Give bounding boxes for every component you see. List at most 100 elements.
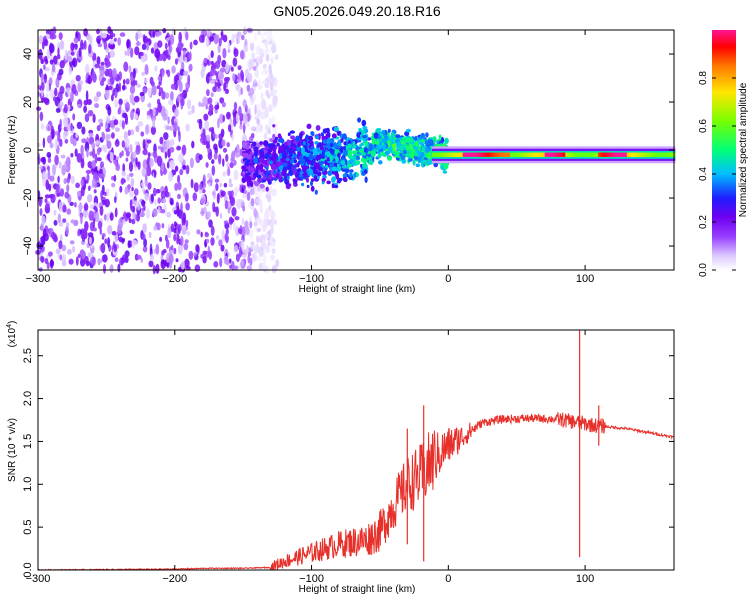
snr-axes: −300 −200 −100 0 100 0.0 0.5 1.0 1.5 2.0 2.5	[22, 330, 674, 585]
spectrogram-cell	[520, 152, 524, 157]
spectrogram-cell	[242, 171, 246, 175]
spectrogram-cell	[152, 208, 158, 217]
spectrogram-cell	[99, 65, 105, 77]
spectrogram-cell	[157, 102, 162, 113]
spectrogram-cell	[185, 123, 190, 132]
spectrogram-cell	[59, 201, 62, 213]
spectrogram-cell	[606, 152, 610, 157]
spectrogram-cell	[107, 105, 112, 116]
spectrogram-cell	[254, 69, 259, 78]
spectrogram-cell	[336, 163, 340, 169]
spectrogram-cell	[95, 211, 100, 223]
spectrogram-cell	[104, 58, 110, 68]
spectrogram-cell	[159, 236, 163, 242]
spectrogram-cell	[249, 42, 255, 52]
spectrogram-cell	[343, 149, 349, 156]
spectrogram-cell	[259, 183, 265, 189]
y-tick-label: 2.5	[22, 348, 34, 363]
spectrogram-cell	[177, 181, 182, 191]
spectrogram-cell	[284, 141, 288, 146]
spectrogram-cell	[635, 152, 639, 157]
spectrogram-cell	[206, 59, 210, 65]
snr-panel: Height of straight line (km) SNR (10 * v…	[6, 321, 675, 595]
spectrogram-cell	[102, 254, 108, 263]
spectrogram-cell	[122, 237, 125, 243]
spectrogram-cell	[231, 33, 235, 44]
spectrogram-cell	[64, 49, 68, 61]
spectrogram-cell	[206, 89, 210, 97]
spectrogram-cell	[185, 220, 189, 225]
spectrogram-cell	[270, 164, 276, 171]
spectrogram-cell	[87, 161, 93, 169]
spectrogram-cell	[198, 34, 205, 43]
spectrogram-cell	[56, 53, 61, 60]
spectrogram-cell	[256, 227, 262, 233]
spectrogram-cell	[203, 62, 207, 67]
spectrogram-cell	[66, 176, 70, 184]
x-tick-label: −100	[299, 573, 324, 585]
spectrogram-cell	[187, 74, 191, 86]
spectrogram-cell	[271, 188, 277, 197]
spectrogram-cell	[358, 127, 363, 132]
spectrogram-cell	[92, 147, 96, 159]
spectrogram-cell	[217, 54, 222, 64]
spectrogram-cell	[165, 139, 170, 150]
spectrogram-cell	[124, 137, 130, 148]
spectrogram-cell	[493, 152, 497, 157]
spectrogram-cell	[204, 120, 210, 131]
spectrogram-cell	[511, 152, 516, 157]
spectrogram-cell	[273, 169, 277, 175]
y-tick-label: 1.0	[22, 477, 34, 492]
spectrogram-cell	[503, 152, 508, 157]
spectrogram-cell	[240, 69, 244, 81]
spectrogram-cell	[173, 233, 177, 242]
spectrogram-cell	[161, 91, 166, 100]
spectrogram-cell	[229, 264, 233, 269]
spectrogram-cell	[96, 125, 101, 132]
spectrogram-cell	[207, 55, 211, 61]
spectrogram-cell	[150, 193, 154, 203]
spectrogram-cell	[178, 223, 182, 232]
spectrogram-cell	[355, 172, 359, 177]
spectrogram-cell	[55, 183, 60, 192]
spectrogram-cell	[409, 145, 414, 151]
spectrogram-cell	[260, 92, 264, 101]
spectrogram-cell	[82, 228, 86, 239]
spectrogram-cell	[224, 200, 229, 210]
spectrogram-cell	[392, 148, 397, 152]
spectrogram-cell	[109, 151, 114, 162]
spectrogram-cell	[141, 199, 146, 207]
spectrogram-cell	[103, 147, 108, 153]
spectrogram-cell	[501, 152, 506, 157]
spectrogram-cell	[285, 144, 289, 151]
spectrogram-cell	[205, 231, 208, 236]
spectrogram-cell	[49, 260, 55, 267]
spectrogram-cell	[221, 34, 225, 39]
spectrogram-cell	[442, 170, 448, 174]
spectrogram-cell	[210, 50, 214, 58]
spectrogram-cell	[213, 261, 219, 268]
spectrogram-cell	[263, 140, 269, 147]
spectrogram-cell	[223, 82, 227, 92]
spectrogram-cell	[418, 145, 421, 152]
spectrogram-cell	[553, 152, 557, 157]
spectrogram-cell	[136, 254, 142, 260]
spectrogram-cell	[509, 152, 514, 157]
spectrogram-cell	[150, 81, 155, 87]
spectrogram-cell	[472, 152, 477, 157]
spectrogram-cell	[183, 70, 189, 77]
spectrogram-cell	[131, 186, 134, 192]
spectrogram-cell	[401, 143, 407, 148]
spectrogram-cell	[224, 76, 229, 84]
spectrogram-cell	[43, 74, 47, 80]
spectrogram-cell	[210, 225, 215, 236]
spectrogram-cell	[364, 176, 368, 183]
spectrogram-cell	[118, 217, 124, 229]
spectrogram-cell	[414, 152, 418, 157]
spectrogram-cell	[147, 103, 152, 108]
spectrogram-cell	[47, 165, 50, 171]
spectrogram-cell	[67, 248, 72, 255]
spectrogram-cell	[321, 166, 326, 172]
spectrogram-cell	[438, 152, 442, 157]
spectrogram-cell	[352, 150, 356, 155]
